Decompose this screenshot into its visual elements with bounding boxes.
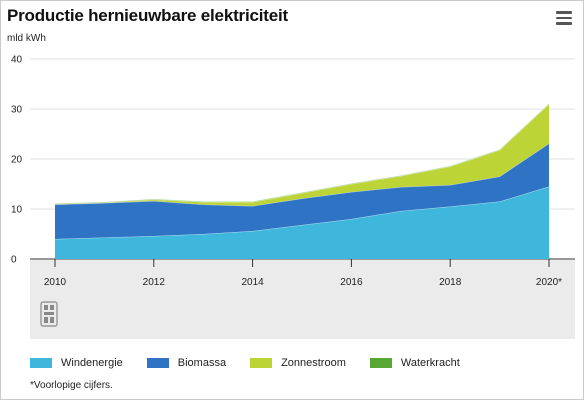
hamburger-menu-icon[interactable] <box>556 11 572 25</box>
x-tick-label: 2016 <box>340 277 363 288</box>
x-tick-label: 2020* <box>536 277 562 288</box>
area-chart: 0 10 20 30 40 2010 2012 2014 2016 2018 2020* <box>11 55 575 339</box>
y-axis-ticks: 0 10 20 30 40 <box>11 55 23 266</box>
cbs-logo <box>40 301 58 327</box>
y-tick-label: 40 <box>11 55 23 66</box>
legend-label: Windenergie <box>61 357 123 369</box>
x-axis-band <box>30 260 575 339</box>
legend-swatch <box>369 358 392 368</box>
legend-label: Zonnestroom <box>281 357 346 369</box>
y-axis-unit: mld kWh <box>7 33 46 44</box>
area-edge-waterkracht <box>54 103 550 204</box>
y-tick-label: 0 <box>11 255 17 266</box>
legend-label: Biomassa <box>177 357 227 369</box>
legend-item-biomassa[interactable]: Biomassa <box>146 357 227 369</box>
footnote: *Voorlopige cijfers. <box>30 380 113 391</box>
page-title: Productie hernieuwbare elektriciteit <box>7 6 288 25</box>
x-tick-label: 2010 <box>44 277 67 288</box>
x-axis-ticks: 2010 2012 2014 2016 2018 2020* <box>44 259 562 288</box>
legend-item-zonnestroom[interactable]: Zonnestroom <box>250 357 346 369</box>
area-series-zonnestroom <box>55 104 549 206</box>
area-series-windenergie <box>55 186 549 259</box>
y-tick-label: 30 <box>11 105 23 116</box>
x-tick-label: 2012 <box>143 277 166 288</box>
legend-item-windenergie[interactable]: Windenergie <box>30 357 123 369</box>
legend-swatch <box>250 358 273 368</box>
y-tick-label: 10 <box>11 205 23 216</box>
legend-swatch <box>30 358 52 368</box>
series-areas <box>54 103 550 259</box>
area-series-biomassa <box>55 143 549 239</box>
legend-swatch <box>146 358 169 368</box>
legend-item-waterkracht[interactable]: Waterkracht <box>369 357 460 369</box>
x-tick-label: 2018 <box>439 277 462 288</box>
x-tick-label: 2014 <box>241 277 264 288</box>
legend-label: Waterkracht <box>400 357 460 369</box>
y-tick-label: 20 <box>11 155 23 166</box>
legend: Windenergie Biomassa Zonnestroom Waterkr… <box>30 357 484 369</box>
